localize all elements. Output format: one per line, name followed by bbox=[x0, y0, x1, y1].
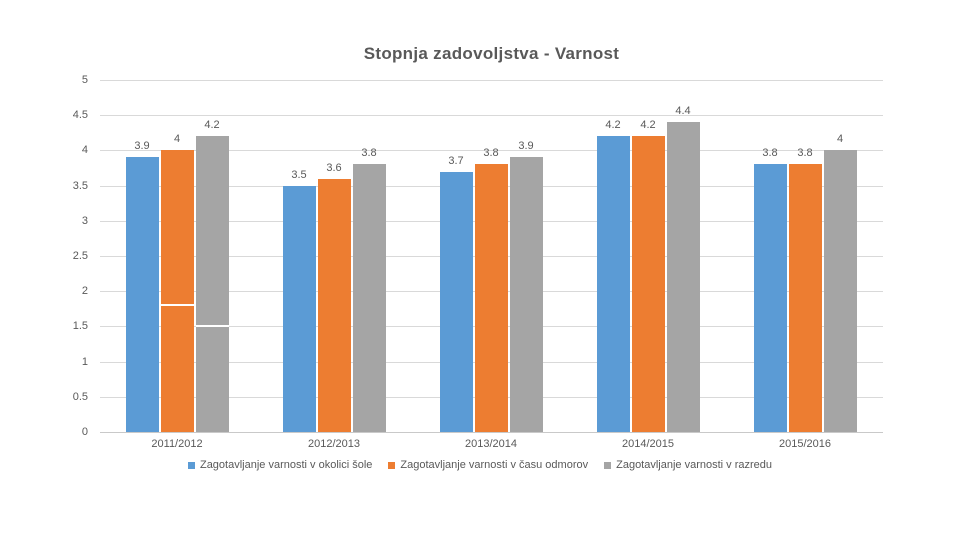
x-axis-category-label: 2014/2015 bbox=[622, 438, 674, 450]
y-axis-tick-label: 2.5 bbox=[72, 250, 88, 262]
legend-swatch bbox=[187, 461, 195, 469]
legend-label: Zagotavljanje varnosti v času odmorov bbox=[400, 459, 589, 471]
legend-item: Zagotavljanje varnosti v razredu bbox=[604, 459, 772, 471]
x-axis-category-label: 2011/2012 bbox=[151, 438, 203, 450]
bar-value-label: 3.5 bbox=[291, 169, 307, 181]
bar-series1-cat1 bbox=[318, 179, 351, 432]
y-axis-tick-label: 1.5 bbox=[72, 320, 88, 332]
bar-series0-cat1 bbox=[283, 186, 316, 432]
legend-label: Zagotavljanje varnosti v okolici šole bbox=[199, 459, 373, 471]
bar-value-label: 4.2 bbox=[605, 119, 621, 131]
bar-value-label: 3.8 bbox=[797, 147, 813, 159]
bar-series1-cat4 bbox=[789, 164, 822, 432]
bar-value-label: 3.8 bbox=[483, 147, 499, 159]
bar-series0-cat4 bbox=[754, 164, 787, 432]
y-axis-tick-label: 5 bbox=[81, 74, 88, 86]
y-axis-tick-label: 4.5 bbox=[72, 109, 88, 121]
y-axis-tick-label: 3 bbox=[81, 215, 88, 227]
bar-series0-cat3 bbox=[597, 136, 630, 432]
bar-value-label: 4.2 bbox=[640, 119, 656, 131]
bar-white-streak bbox=[196, 325, 229, 327]
bar-value-label: 4.4 bbox=[675, 105, 691, 117]
bar-value-label: 4 bbox=[173, 133, 181, 145]
bar-series1-cat3 bbox=[632, 136, 665, 432]
bar-value-label: 3.7 bbox=[448, 155, 464, 167]
chart-legend: Zagotavljanje varnosti v okolici šole Zag… bbox=[0, 459, 960, 471]
bar-value-label: 3.9 bbox=[134, 140, 150, 152]
y-axis-tick-label: 0.5 bbox=[72, 391, 88, 403]
legend-swatch bbox=[388, 461, 396, 469]
chart-title: Stopnja zadovoljstva - Varnost bbox=[363, 44, 620, 63]
y-axis-tick-label: 0 bbox=[81, 426, 88, 438]
y-axis-tick-label: 1 bbox=[81, 356, 88, 368]
x-axis-category-label: 2012/2013 bbox=[308, 438, 360, 450]
bar-value-label: 3.9 bbox=[518, 140, 534, 152]
bar-value-label: 3.6 bbox=[326, 162, 342, 174]
bar-value-label: 3.8 bbox=[762, 147, 778, 159]
bar-series1-cat2 bbox=[475, 164, 508, 432]
bar-series0-cat0 bbox=[126, 157, 159, 432]
bar-series1-cat0 bbox=[161, 150, 194, 432]
y-axis-tick-label: 3.5 bbox=[72, 180, 88, 192]
y-axis-tick-label: 2 bbox=[81, 285, 88, 297]
bar-series0-cat2 bbox=[440, 172, 473, 432]
bar-value-label: 4.2 bbox=[204, 119, 220, 131]
bar-white-streak bbox=[161, 304, 194, 306]
bar-series2-cat1 bbox=[353, 164, 386, 432]
bar-series2-cat4 bbox=[824, 150, 857, 432]
x-axis-category-label: 2013/2014 bbox=[465, 438, 517, 450]
legend-swatch bbox=[604, 461, 612, 469]
bar-value-label: 3.8 bbox=[361, 147, 377, 159]
legend-item: Zagotavljanje varnosti v času odmorov bbox=[388, 459, 588, 471]
bar-value-label: 4 bbox=[836, 133, 844, 145]
bar-series2-cat2 bbox=[510, 157, 543, 432]
legend-item: Zagotavljanje varnosti v okolici šole bbox=[187, 459, 373, 471]
gridline bbox=[100, 150, 883, 151]
x-axis-line bbox=[100, 432, 883, 433]
legend-label: Zagotavljanje varnosti v razredu bbox=[616, 459, 773, 471]
x-axis-category-label: 2015/2016 bbox=[779, 438, 831, 450]
bar-series2-cat0 bbox=[196, 136, 229, 432]
bar-series2-cat3 bbox=[667, 122, 700, 432]
gridline bbox=[100, 80, 883, 81]
gridline bbox=[100, 115, 883, 116]
y-axis-tick-label: 4 bbox=[81, 144, 88, 156]
